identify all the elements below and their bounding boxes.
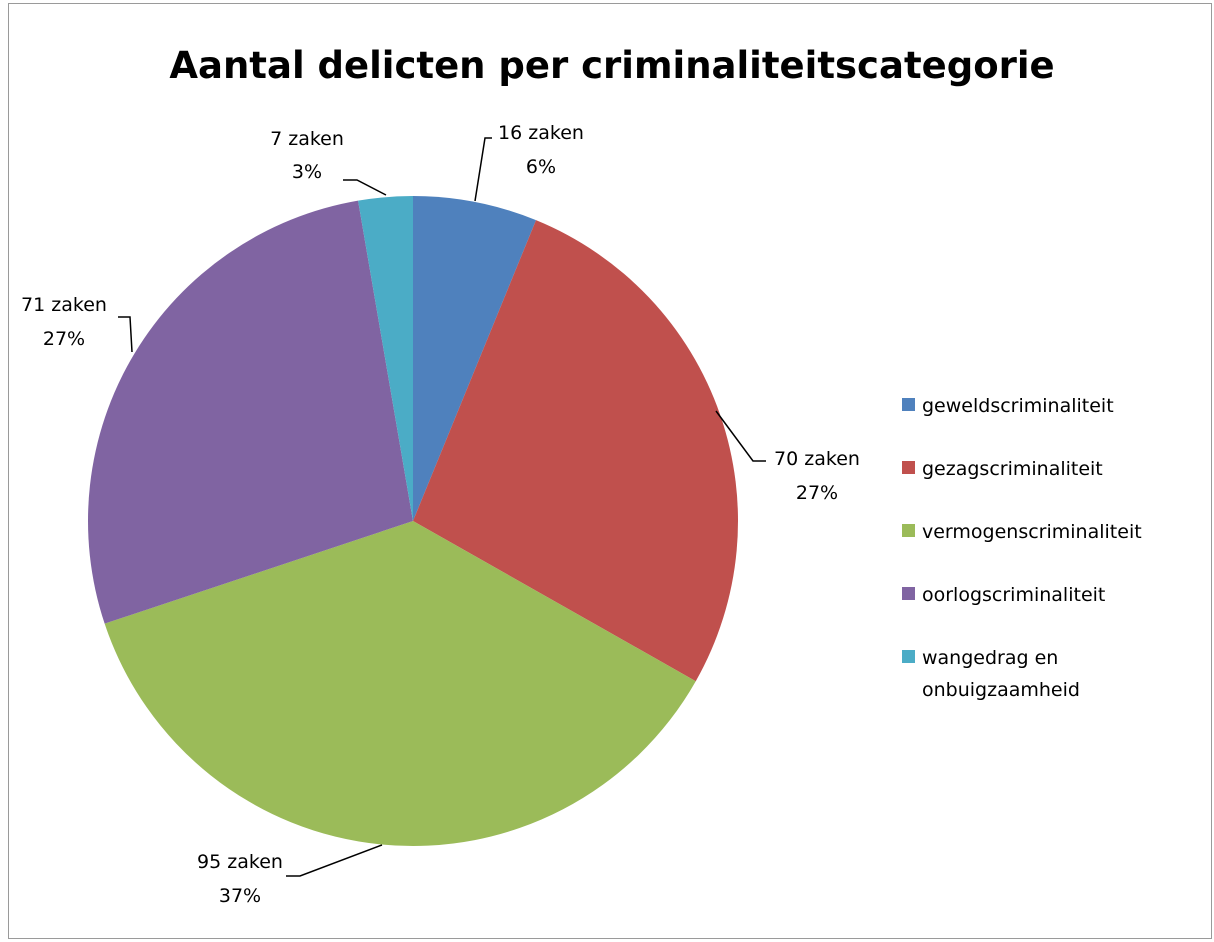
data-label-value-4: 71 zaken <box>21 294 107 316</box>
data-label-percent-1: 6% <box>526 156 556 178</box>
legend-label-3: vermogenscriminaliteit <box>922 521 1142 543</box>
legend-label-2: gezagscriminaliteit <box>922 458 1103 480</box>
leader-line-1 <box>475 138 492 201</box>
legend-label-5-line-1: wangedrag en <box>922 647 1058 669</box>
legend-swatch-4 <box>902 587 915 600</box>
data-label-percent-4: 27% <box>43 328 85 350</box>
legend-swatch-5 <box>902 650 915 663</box>
leader-line-3 <box>286 845 382 876</box>
legend-swatch-2 <box>902 461 915 474</box>
legend-swatch-1 <box>902 398 915 411</box>
legend: geweldscriminaliteit gezagscriminaliteit v… <box>902 395 1142 701</box>
data-label-value-1: 16 zaken <box>498 122 584 144</box>
data-label-value-2: 70 zaken <box>774 448 860 470</box>
data-label-percent-2: 27% <box>796 482 838 504</box>
legend-label-4: oorlogscriminaliteit <box>922 584 1105 606</box>
data-label-percent-5: 3% <box>292 161 322 183</box>
legend-label-1: geweldscriminaliteit <box>922 395 1114 417</box>
leader-line-4 <box>118 317 132 352</box>
chart-title: Aantal delicten per criminaliteitscatego… <box>169 44 1054 87</box>
data-label-value-5: 7 zaken <box>270 128 344 150</box>
legend-swatch-3 <box>902 524 915 537</box>
data-label-value-3: 95 zaken <box>197 851 283 873</box>
data-label-percent-3: 37% <box>219 885 261 907</box>
leader-line-5 <box>343 180 386 195</box>
legend-label-5-line-2: onbuigzaamheid <box>922 679 1080 701</box>
pie-slices <box>88 196 738 846</box>
